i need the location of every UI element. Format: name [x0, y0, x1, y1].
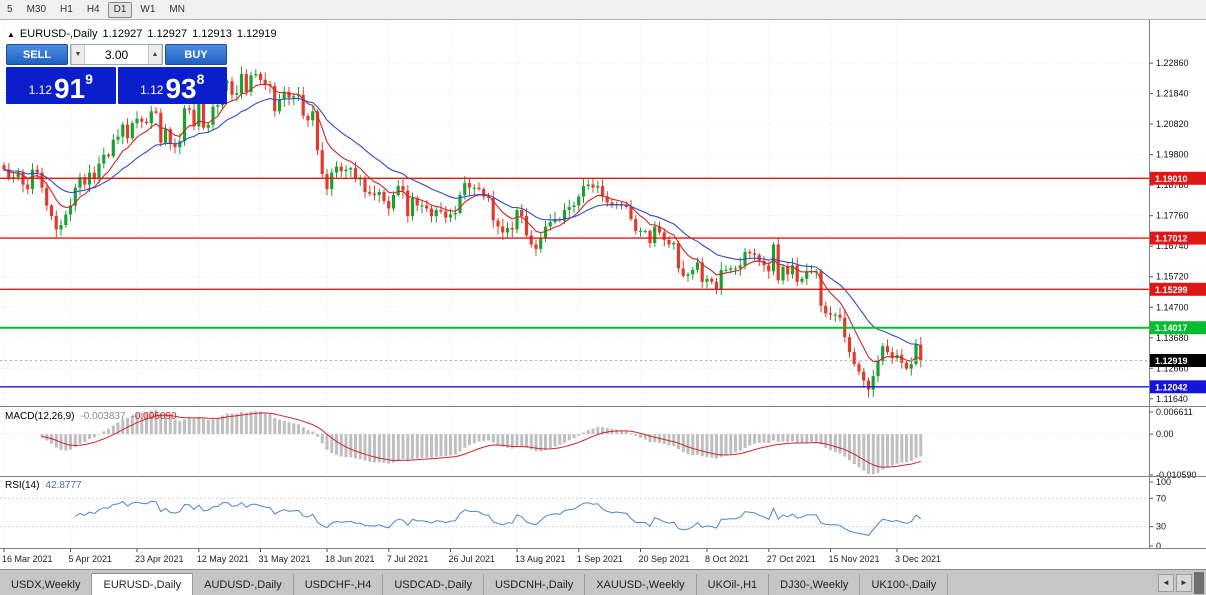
- svg-text:1.14017: 1.14017: [1155, 323, 1188, 333]
- svg-text:23 Apr 2021: 23 Apr 2021: [135, 554, 184, 564]
- chart-symbol-label: EURUSD-,Daily: [19, 28, 98, 40]
- timeframe-button-h4[interactable]: H4: [86, 4, 100, 15]
- svg-text:18 Jun 2021: 18 Jun 2021: [325, 554, 375, 564]
- svg-text:1.11640: 1.11640: [1156, 394, 1188, 404]
- svg-text:70: 70: [1156, 493, 1166, 503]
- chart-tab-bar: USDX,Weekly EURUSD-,Daily AUDUSD-,Daily USD…: [0, 569, 1206, 595]
- one-click-trading-panel: SELL ▼ 3.00 ▲ BUY 1.12 91 9 1.12 93 8: [6, 44, 227, 104]
- svg-text:26 Jul 2021: 26 Jul 2021: [449, 554, 496, 564]
- chart-tab-usdchf-h4[interactable]: USDCHF-,H4: [293, 574, 384, 595]
- chart-canvas[interactable]: 1.22860 1.21840 1.20820 1.19800 1.18780 1.177…: [0, 20, 1206, 569]
- svg-text:20 Sep 2021: 20 Sep 2021: [639, 554, 690, 564]
- svg-text:1.20820: 1.20820: [1156, 119, 1189, 129]
- chart-tab-ukoil-h1[interactable]: UKOil-,H1: [696, 574, 770, 595]
- chart-ohlc-header: ▲ EURUSD-,Daily 1.12927 1.12927 1.12913 …: [7, 28, 277, 40]
- buy-button[interactable]: BUY: [165, 44, 227, 65]
- svg-text:1 Sep 2021: 1 Sep 2021: [577, 554, 623, 564]
- macd-main-value: -0.003837: [80, 411, 126, 422]
- svg-text:7 Jul 2021: 7 Jul 2021: [387, 554, 429, 564]
- svg-text:0.006611: 0.006611: [1156, 407, 1193, 417]
- chart-tab-audusd-daily[interactable]: AUDUSD-,Daily: [193, 574, 294, 595]
- buy-price-point: 8: [196, 71, 205, 87]
- chart-tab-uk100-daily[interactable]: UK100-,Daily: [860, 574, 949, 595]
- svg-text:1.18780: 1.18780: [1156, 180, 1189, 190]
- svg-text:100: 100: [1156, 477, 1171, 487]
- direction-up-icon: ▲: [7, 29, 15, 39]
- svg-text:0.00: 0.00: [1156, 429, 1174, 439]
- svg-text:1.15720: 1.15720: [1156, 272, 1189, 282]
- chart-tab-eurusd-daily[interactable]: EURUSD-,Daily: [92, 573, 194, 595]
- sell-price-point: 9: [85, 71, 93, 87]
- svg-text:-0.010590: -0.010590: [1156, 470, 1197, 480]
- svg-text:16 Mar 2021: 16 Mar 2021: [2, 554, 53, 564]
- svg-text:1.16740: 1.16740: [1156, 241, 1189, 251]
- svg-text:1.17012: 1.17012: [1155, 234, 1188, 244]
- svg-text:1.19800: 1.19800: [1156, 150, 1189, 160]
- svg-text:1.15299: 1.15299: [1155, 285, 1188, 295]
- svg-text:30: 30: [1156, 522, 1166, 532]
- timeframe-button-w1[interactable]: W1: [140, 4, 156, 15]
- svg-text:31 May 2021: 31 May 2021: [259, 554, 311, 564]
- buy-price-display[interactable]: 1.12 93 8: [117, 67, 227, 104]
- chart-tab-usdx-weekly[interactable]: USDX,Weekly: [0, 574, 93, 595]
- rsi-name: RSI(14): [5, 480, 40, 491]
- sell-button[interactable]: SELL: [6, 44, 68, 65]
- svg-text:27 Oct 2021: 27 Oct 2021: [767, 554, 816, 564]
- timeframe-button-d1[interactable]: D1: [107, 1, 133, 18]
- tab-scroll-left-icon[interactable]: ◄: [1158, 573, 1174, 592]
- buy-price-figure: 1.12: [140, 83, 164, 97]
- svg-text:1.13680: 1.13680: [1156, 333, 1189, 343]
- rsi-value: 42.8777: [45, 480, 82, 491]
- sell-price-display[interactable]: 1.12 91 9: [6, 67, 116, 104]
- sell-price-figure: 1.12: [28, 83, 52, 97]
- buy-price-pips: 93: [165, 72, 197, 104]
- chart-window: 1.22860 1.21840 1.20820 1.19800 1.18780 1.177…: [0, 20, 1206, 569]
- svg-text:0: 0: [1156, 541, 1161, 551]
- timeframe-button-m30[interactable]: M30: [26, 4, 47, 15]
- ohlc-high: 1.12927: [147, 28, 188, 40]
- svg-text:15 Nov 2021: 15 Nov 2021: [829, 554, 880, 564]
- svg-text:1.12919: 1.12919: [1155, 356, 1188, 366]
- sell-price-pips: 91: [53, 72, 86, 104]
- svg-text:1.12042: 1.12042: [1155, 382, 1188, 392]
- chart-tab-dj30-weekly[interactable]: DJ30-,Weekly: [769, 574, 861, 595]
- timeframe-button-h1[interactable]: H1: [60, 4, 73, 15]
- svg-text:8 Oct 2021: 8 Oct 2021: [705, 554, 749, 564]
- timeframe-button-mn[interactable]: MN: [169, 4, 185, 15]
- ohlc-low: 1.12913: [192, 28, 232, 40]
- svg-text:1.14700: 1.14700: [1156, 302, 1189, 312]
- rsi-indicator-label: RSI(14) 42.8777: [5, 480, 82, 491]
- ohlc-close: 1.12919: [236, 28, 277, 40]
- svg-text:5 Apr 2021: 5 Apr 2021: [69, 554, 113, 564]
- macd-name: MACD(12,26,9): [5, 411, 75, 422]
- chart-tab-usdcad-daily[interactable]: USDCAD-,Daily: [383, 574, 484, 595]
- svg-text:1.22860: 1.22860: [1156, 58, 1189, 68]
- ohlc-open: 1.12927: [102, 28, 143, 40]
- macd-indicator-label: MACD(12,26,9) -0.003837 -0.005090: [5, 411, 177, 422]
- tab-scroll-controls: ◄ ►: [1158, 570, 1206, 595]
- svg-text:1.12660: 1.12660: [1156, 363, 1189, 373]
- svg-text:1.17760: 1.17760: [1156, 211, 1189, 221]
- volume-decrease-button[interactable]: ▼: [71, 45, 85, 64]
- timeframe-button-5[interactable]: 5: [7, 4, 13, 15]
- tab-bar-end-block: [1194, 571, 1204, 594]
- volume-input[interactable]: 3.00: [104, 47, 129, 62]
- svg-text:13 Aug 2021: 13 Aug 2021: [515, 554, 566, 564]
- svg-text:3 Dec 2021: 3 Dec 2021: [895, 554, 941, 564]
- chart-tab-usdcnh-daily[interactable]: USDCNH-,Daily: [483, 574, 586, 595]
- volume-stepper: ▼ 3.00 ▲: [70, 44, 163, 65]
- chart-tab-xauusd-weekly[interactable]: XAUUSD-,Weekly: [585, 574, 697, 595]
- svg-text:12 May 2021: 12 May 2021: [197, 554, 249, 564]
- timeframe-toolbar: 5 M30 H1 H4 D1 W1 MN: [0, 0, 1206, 20]
- tab-scroll-right-icon[interactable]: ►: [1176, 573, 1192, 592]
- svg-text:1.19010: 1.19010: [1155, 174, 1188, 184]
- macd-signal-value: -0.005090: [131, 411, 177, 422]
- svg-text:1.21840: 1.21840: [1156, 89, 1189, 99]
- volume-increase-button[interactable]: ▲: [148, 45, 162, 64]
- chart-tab-list: USDX,Weekly EURUSD-,Daily AUDUSD-,Daily USD…: [0, 573, 949, 595]
